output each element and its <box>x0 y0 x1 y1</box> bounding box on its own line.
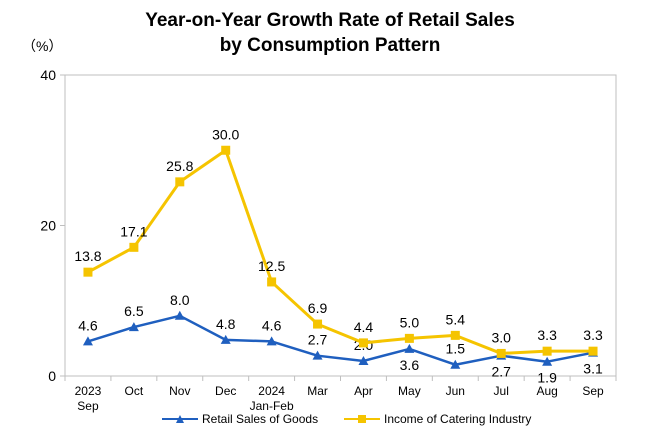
data-label-catering: 3.3 <box>583 327 603 343</box>
x-tick-label: Nov <box>169 384 190 398</box>
data-point-catering <box>221 145 231 155</box>
data-label-catering: 12.5 <box>258 258 285 274</box>
data-label-catering: 17.1 <box>120 223 147 239</box>
data-label-catering: 25.8 <box>166 158 193 174</box>
data-label-retail: 4.6 <box>78 317 98 333</box>
x-tick-label: 2024 <box>258 384 285 398</box>
x-tick-label: Dec <box>215 384 236 398</box>
data-point-retail <box>174 310 185 320</box>
x-tick-label-line2: Jan-Feb <box>250 399 294 413</box>
x-tick-label-line2: Sep <box>77 399 99 413</box>
data-label-catering: 3.0 <box>491 329 511 345</box>
x-tick-label: Sep <box>582 384 604 398</box>
series-line-catering <box>87 148 594 355</box>
y-tick-label: 20 <box>40 218 56 234</box>
x-tick-label: Jun <box>446 384 465 398</box>
series-line-retail <box>87 314 594 366</box>
data-point-catering <box>496 348 506 358</box>
y-tick-label: 40 <box>40 67 56 83</box>
data-point-retail <box>82 336 93 346</box>
chart-title: Year-on-Year Growth Rate of Retail Sales… <box>0 8 660 58</box>
data-point-catering <box>542 346 552 356</box>
data-label-catering: 13.8 <box>74 248 101 264</box>
data-label-retail: 3.6 <box>400 357 420 373</box>
data-label-catering: 6.9 <box>308 300 328 316</box>
x-tick-label: 2023 <box>75 384 102 398</box>
x-tick-label: May <box>398 384 421 398</box>
x-tick-label: Jul <box>494 384 509 398</box>
legend-item-retail: Retail Sales of Goods <box>162 412 318 426</box>
x-tick-label: Oct <box>125 384 144 398</box>
data-label-catering: 4.4 <box>354 319 374 335</box>
data-label-retail: 8.0 <box>170 292 190 308</box>
legend-item-catering: Income of Catering Industry <box>344 412 531 426</box>
data-point-retail <box>358 355 369 365</box>
data-point-catering <box>83 267 93 277</box>
data-point-retail <box>220 334 231 344</box>
data-point-catering <box>129 242 139 252</box>
data-point-catering <box>267 277 277 287</box>
data-label-retail: 1.9 <box>537 370 557 386</box>
legend-label-retail: Retail Sales of Goods <box>202 412 319 426</box>
data-label-catering: 5.0 <box>400 314 420 330</box>
data-point-catering <box>450 330 460 340</box>
data-label-retail: 3.1 <box>583 361 603 377</box>
data-label-retail: 4.8 <box>216 316 236 332</box>
data-point-catering <box>358 338 368 348</box>
data-label-retail: 2.7 <box>308 332 328 348</box>
data-point-retail <box>266 336 277 346</box>
y-axis-unit: （%） <box>22 38 63 54</box>
x-tick-label: Mar <box>307 384 328 398</box>
data-point-retail <box>450 359 461 369</box>
data-point-retail <box>542 356 553 366</box>
data-point-catering <box>175 177 185 187</box>
data-point-catering <box>404 333 414 343</box>
data-label-retail: 1.5 <box>446 341 466 357</box>
data-point-catering <box>588 346 598 356</box>
legend-label-catering: Income of Catering Industry <box>384 412 532 426</box>
y-tick-label: 0 <box>48 368 56 384</box>
chart-title-line2: by Consumption Pattern <box>219 35 441 56</box>
data-label-retail: 6.5 <box>124 303 144 319</box>
x-tick-label: Apr <box>354 384 373 398</box>
x-tick-label: Aug <box>536 384 557 398</box>
data-point-retail <box>312 350 323 360</box>
legend-swatch-retail <box>162 415 198 423</box>
data-label-retail: 4.6 <box>262 317 282 333</box>
data-label-retail: 2.7 <box>491 364 511 380</box>
data-label-catering: 30.0 <box>212 126 239 142</box>
legend-swatch-catering <box>344 415 380 423</box>
data-label-catering: 3.3 <box>537 327 557 343</box>
data-point-retail <box>404 343 415 353</box>
chart-title-line1: Year-on-Year Growth Rate of Retail Sales <box>145 10 515 31</box>
data-point-retail <box>128 322 139 332</box>
data-point-catering <box>313 319 323 329</box>
data-label-catering: 5.4 <box>446 311 466 327</box>
